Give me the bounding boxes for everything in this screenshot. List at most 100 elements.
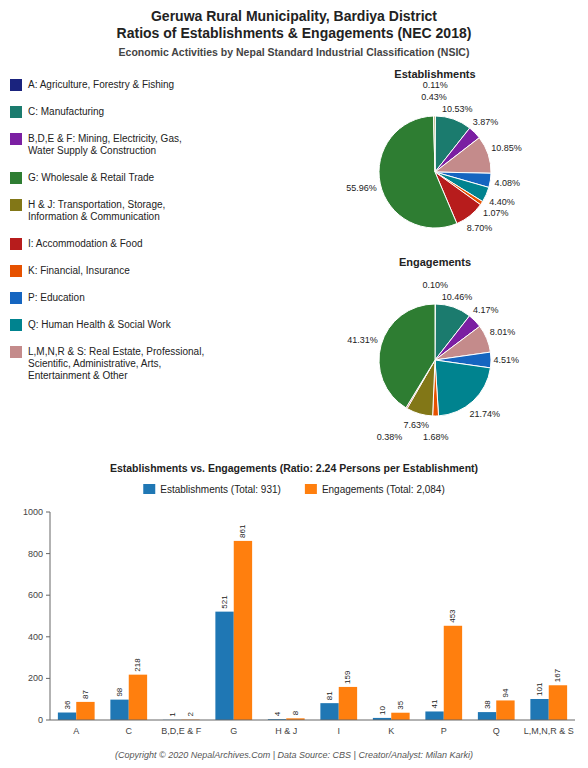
- bar-value-label: 41: [430, 699, 439, 708]
- legend-swatch: [10, 265, 22, 277]
- legend-label-line: H & J: Transportation, Storage,: [28, 199, 165, 210]
- bar-legend: Establishments (Total: 931)Engagements (…: [143, 484, 444, 495]
- legend-label-line: Scientific, Administrative, Arts,: [28, 358, 161, 369]
- pie-label: 41.31%: [347, 335, 378, 345]
- y-tick-label: 400: [28, 632, 43, 642]
- legend-label: A: Agriculture, Forestry & Fishing: [28, 79, 174, 90]
- legend-swatch: [10, 172, 22, 184]
- y-tick: [46, 720, 50, 721]
- pie-label: 21.74%: [469, 409, 500, 419]
- bar-value-label: 159: [343, 670, 352, 684]
- bar-title: Establishments vs. Engagements (Ratio: 2…: [110, 462, 478, 474]
- x-tick-label: I: [337, 726, 340, 736]
- pie-label: 4.17%: [473, 305, 499, 315]
- pie-label: 10.85%: [491, 143, 522, 153]
- x-tick-label: H & J: [275, 726, 297, 736]
- bar: [444, 626, 462, 720]
- bar-value-label: 81: [325, 691, 334, 700]
- figure: Geruwa Rural Municipality, Bardiya Distr…: [0, 0, 588, 768]
- legend-label: I: Accommodation & Food: [28, 238, 143, 249]
- pie-label: 0.11%: [423, 80, 448, 90]
- y-tick-label: 800: [28, 549, 43, 559]
- x-tick-label: K: [388, 726, 394, 736]
- legend-swatch: [10, 106, 22, 118]
- bar: [129, 675, 147, 720]
- y-tick-label: 1000: [23, 507, 43, 517]
- pie-label: 0.43%: [421, 92, 447, 102]
- bar-value-label: 87: [81, 689, 90, 698]
- legend-swatch: [10, 346, 22, 358]
- y-tick-label: 0: [38, 715, 43, 725]
- bar-value-label: 2: [186, 712, 195, 717]
- figure-title-line: Ratios of Establishments & Engagements (…: [117, 25, 472, 41]
- y-tick: [46, 595, 50, 596]
- bar-value-label: 36: [63, 700, 72, 709]
- pie-label: 55.96%: [346, 183, 377, 193]
- legend-label: B,D,E & F: Mining, Electricity, Gas,Wate…: [28, 133, 182, 156]
- x-tick-label: C: [126, 726, 133, 736]
- legend-swatch: [10, 319, 22, 331]
- legend-swatch: [10, 292, 22, 304]
- y-tick: [46, 553, 50, 554]
- pie-label: 4.08%: [495, 178, 521, 188]
- figure-title-line: Geruwa Rural Municipality, Bardiya Distr…: [151, 8, 437, 24]
- bar-value-label: 218: [133, 658, 142, 672]
- bar-value-label: 453: [448, 609, 457, 623]
- bars: [58, 541, 567, 720]
- pie-label: 1.07%: [483, 208, 509, 218]
- bar-value-label: 167: [553, 668, 562, 682]
- figure-subtitle: Economic Activities by Nepal Standard In…: [119, 46, 470, 58]
- pie-label: 8.01%: [490, 327, 516, 337]
- legend-label: P: Education: [28, 292, 85, 303]
- bar: [478, 712, 496, 720]
- bar-labels: 3687982181252186148811591035414533894101…: [63, 524, 563, 717]
- bar: [339, 687, 357, 720]
- legend-label: H & J: Transportation, Storage,Informati…: [28, 199, 165, 222]
- pie-label: 0.38%: [377, 432, 403, 442]
- pie-label: 1.68%: [423, 432, 449, 442]
- pie-slice: [379, 116, 457, 228]
- legend-label: C: Manufacturing: [28, 106, 104, 117]
- legend-label: Q: Human Health & Social Work: [28, 319, 172, 330]
- legend-label-line: L,M,N,R & S: Real Estate, Professional,: [28, 346, 204, 357]
- bar-value-label: 38: [483, 700, 492, 709]
- bar: [391, 713, 409, 720]
- pie-label: 8.70%: [467, 223, 493, 233]
- bar-value-label: 8: [291, 710, 300, 715]
- bar: [58, 713, 76, 720]
- bar: [530, 699, 548, 720]
- legend-swatch: [305, 484, 317, 494]
- y-tick: [46, 636, 50, 637]
- legend-label: Establishments (Total: 931): [160, 484, 281, 495]
- category-legend: A: Agriculture, Forestry & Fishing C: Man…: [10, 79, 204, 381]
- bar-value-label: 98: [115, 687, 124, 696]
- pie-label: 4.40%: [489, 197, 515, 207]
- bar-value-label: 10: [378, 705, 387, 714]
- pie-label: 4.51%: [493, 355, 519, 365]
- y-tick-label: 600: [28, 590, 43, 600]
- bar-value-label: 35: [396, 700, 405, 709]
- pie-slice: [379, 304, 435, 408]
- legend-label: G: Wholesale & Retail Trade: [28, 172, 155, 183]
- pie-label: 3.87%: [473, 117, 499, 127]
- pie-label: 10.46%: [442, 292, 473, 302]
- pie-title: Establishments: [394, 68, 475, 80]
- pie-slice: [435, 360, 490, 416]
- y-axis-line: [50, 512, 51, 720]
- bar: [425, 711, 443, 720]
- x-tick-label: P: [441, 726, 447, 736]
- y-tick: [46, 678, 50, 679]
- bar: [110, 700, 128, 720]
- x-tick-label: B,D,E & F: [161, 726, 202, 736]
- bar: [215, 612, 233, 720]
- legend-swatch: [10, 238, 22, 250]
- y-axis: 02004006008001000: [23, 507, 50, 725]
- legend-label: K: Financial, Insurance: [28, 265, 130, 276]
- x-tick-label: L,M,N,R & S: [524, 726, 574, 736]
- legend-swatch: [10, 79, 22, 91]
- figure-title: Geruwa Rural Municipality, Bardiya Distr…: [117, 8, 472, 41]
- bar: [320, 703, 338, 720]
- pie-label: 10.53%: [442, 104, 473, 114]
- bar-value-label: 4: [273, 711, 282, 716]
- x-tick-label: Q: [493, 726, 500, 736]
